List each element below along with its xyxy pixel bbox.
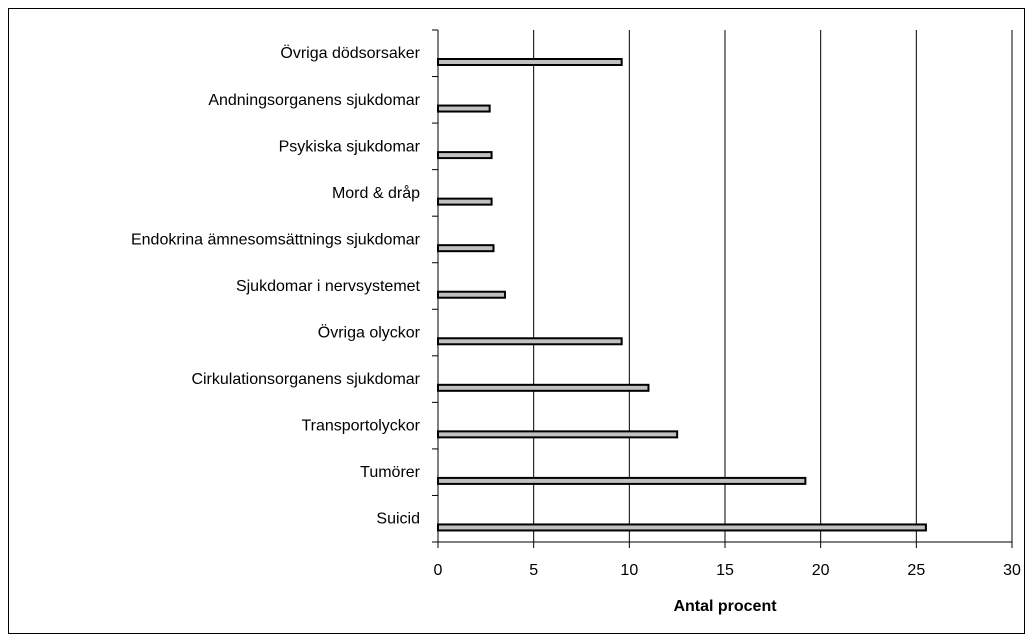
y-tick-label: Sjukdomar i nervsystemet [236, 278, 421, 295]
chart-frame [8, 8, 1025, 634]
y-tick-label: Tumörer [360, 464, 421, 481]
bar [437, 197, 493, 206]
y-tick-label: Andningsorganens sjukdomar [208, 92, 420, 109]
x-tick-label: 30 [1003, 562, 1021, 579]
bar [437, 58, 623, 66]
y-tick-label: Transportolyckor [301, 418, 420, 435]
bar [437, 337, 623, 346]
y-tick-label: Endokrina ämnesomsättnings sjukdomar [131, 231, 421, 248]
y-tick-label: Cirkulationsorganens sjukdomar [191, 371, 420, 388]
x-axis-title: Antal procent [673, 598, 777, 615]
bar [437, 290, 506, 299]
x-tick-label: 5 [529, 562, 538, 579]
x-tick-label: 10 [620, 562, 638, 579]
bar [437, 104, 491, 113]
y-tick-label: Psykiska sjukdomar [279, 138, 421, 155]
x-tick-label: 20 [812, 562, 830, 579]
bar [437, 244, 495, 253]
y-tick-label: Övriga dödsorsaker [280, 44, 420, 62]
x-tick-label: 15 [716, 562, 734, 579]
bar [437, 523, 927, 532]
bar [437, 430, 679, 439]
y-tick-label: Mord & dråp [332, 184, 420, 202]
y-tick-label: Suicid [376, 511, 420, 528]
y-tick-label: Övriga olyckor [318, 323, 421, 341]
bar [437, 383, 650, 392]
bar [437, 476, 807, 485]
x-tick-label: 25 [907, 562, 925, 579]
x-tick-label: 0 [434, 562, 443, 579]
bar [437, 151, 493, 160]
